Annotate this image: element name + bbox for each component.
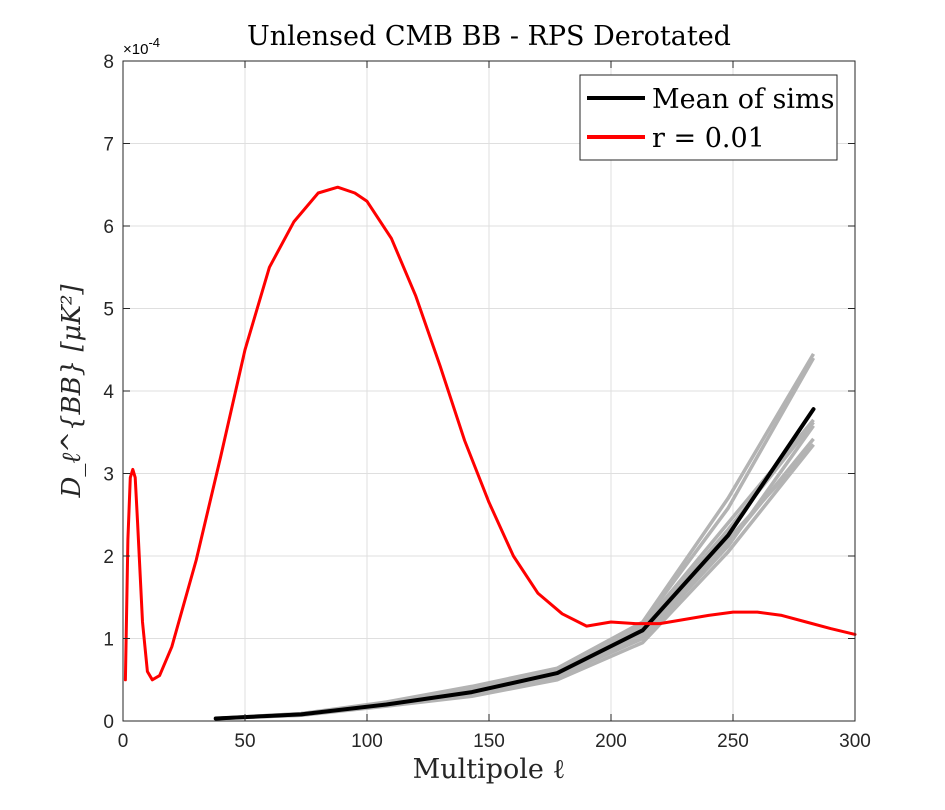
y-tick-label: 6 (103, 217, 114, 238)
series-layer (123, 185, 857, 721)
legend-label: Mean of sims (652, 84, 834, 115)
legend-box (579, 74, 838, 161)
y-exponent-label: ×10-4 (123, 35, 160, 58)
y-tick-label: 0 (103, 712, 114, 733)
y-tick-label: 4 (103, 382, 114, 403)
y-tick-label: 3 (103, 465, 114, 486)
x-tick-label: 50 (234, 731, 255, 752)
x-tick-label: 0 (118, 731, 129, 752)
x-axis-label: Multipole ℓ (413, 754, 566, 785)
y-tick-label: 1 (103, 630, 114, 651)
x-tick-label: 200 (595, 731, 627, 752)
x-tick-label: 250 (717, 731, 749, 752)
legend: Mean of sims r = 0.01 (579, 74, 838, 161)
legend-label: r = 0.01 (652, 123, 765, 154)
y-axis-label: D_ℓ^{BB} [μK²] (57, 284, 87, 499)
y-tick-label: 8 (103, 52, 114, 73)
y-tick-label: 2 (103, 547, 114, 568)
series-line-r-0-01 (123, 185, 857, 682)
y-tick-label: 5 (103, 300, 114, 321)
grid (123, 61, 855, 721)
x-tick-label: 100 (351, 731, 383, 752)
x-tick-label: 150 (473, 731, 505, 752)
y-tick-label: 7 (103, 135, 114, 156)
series-line-mean-of-sims (213, 407, 816, 721)
ticks: 0 50 100 150 200 250 300 0 1 2 3 4 5 6 7 8 (103, 52, 870, 752)
chart-title: Unlensed CMB BB - RPS Derotated (247, 21, 731, 52)
x-tick-label: 300 (839, 731, 871, 752)
